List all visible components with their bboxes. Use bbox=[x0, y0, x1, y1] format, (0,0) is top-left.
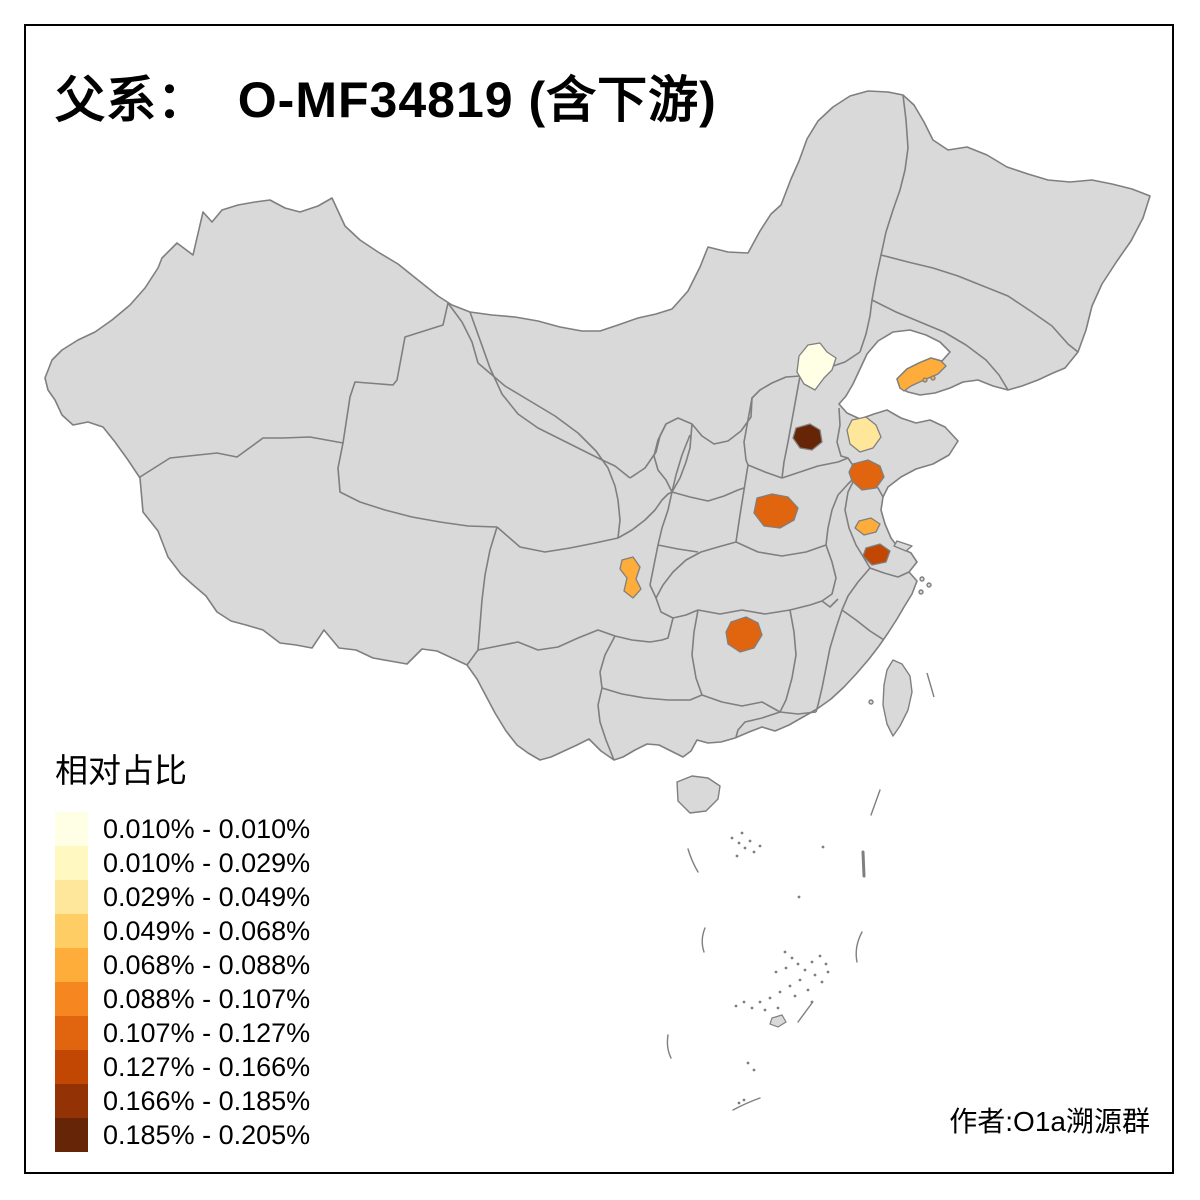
highlighted-region-liaodong-islet bbox=[922, 377, 928, 383]
legend-swatch bbox=[55, 1050, 88, 1084]
legend-rows: 0.010% - 0.010% 0.010% - 0.029% 0.029% -… bbox=[55, 812, 310, 1152]
legend-item: 0.107% - 0.127% bbox=[55, 1016, 310, 1050]
legend-item: 0.010% - 0.010% bbox=[55, 812, 310, 846]
highlighted-region-central-hunan bbox=[725, 616, 763, 653]
legend-swatch bbox=[55, 846, 88, 880]
legend-label: 0.010% - 0.010% bbox=[103, 814, 311, 844]
highlighted-regions bbox=[619, 342, 947, 653]
legend-item: 0.127% - 0.166% bbox=[55, 1050, 310, 1084]
highlighted-region-beijing bbox=[796, 342, 837, 391]
legend-swatch bbox=[55, 1016, 88, 1050]
highlighted-region-south-jiangsu bbox=[862, 543, 891, 566]
islet-dots bbox=[730, 831, 830, 1105]
legend-swatch bbox=[55, 914, 88, 948]
legend-swatch bbox=[55, 948, 88, 982]
legend-label: 0.029% - 0.049% bbox=[103, 882, 311, 912]
china-landmass bbox=[44, 90, 1151, 761]
legend-item: 0.068% - 0.088% bbox=[55, 948, 310, 982]
legend-swatch bbox=[55, 1084, 88, 1118]
legend-swatch bbox=[55, 812, 88, 846]
legend-item: 0.166% - 0.185% bbox=[55, 1084, 310, 1118]
highlighted-region-east-sichuan bbox=[619, 556, 642, 599]
legend-label: 0.088% - 0.107% bbox=[103, 984, 311, 1014]
highlighted-region-liaodong-islet bbox=[930, 375, 936, 381]
highlighted-region-central-jiangsu bbox=[854, 517, 881, 536]
legend-item: 0.029% - 0.049% bbox=[55, 880, 310, 914]
island-zhoushan bbox=[918, 589, 924, 595]
south-china-sea-islets bbox=[666, 789, 881, 1111]
legend-label: 0.127% - 0.166% bbox=[103, 1052, 311, 1082]
attribution-text: 作者:O1a溯源群 bbox=[949, 1106, 1150, 1137]
islet-blob bbox=[769, 1014, 787, 1028]
legend-swatch bbox=[55, 982, 88, 1016]
legend-swatch bbox=[55, 1118, 88, 1152]
highlighted-region-central-henan bbox=[753, 493, 799, 529]
legend-item: 0.185% - 0.205% bbox=[55, 1118, 310, 1152]
legend-item: 0.049% - 0.068% bbox=[55, 914, 310, 948]
legend-title: 相对占比 bbox=[55, 752, 187, 789]
legend-label: 0.049% - 0.068% bbox=[103, 916, 311, 946]
legend-label: 0.107% - 0.127% bbox=[103, 1018, 311, 1048]
legend: 相对占比 0.010% - 0.010% 0.010% - 0.029% 0.0… bbox=[55, 744, 310, 1152]
island-zhoushan bbox=[926, 582, 932, 588]
page-title: 父系： O-MF34819 (含下游) bbox=[55, 72, 717, 128]
highlighted-region-south-hebei bbox=[792, 423, 823, 451]
islet-chain-line bbox=[926, 672, 935, 698]
legend-label: 0.185% - 0.205% bbox=[103, 1120, 311, 1150]
legend-item: 0.010% - 0.029% bbox=[55, 846, 310, 880]
province-borders bbox=[139, 94, 1079, 761]
highlighted-region-west-shandong bbox=[846, 416, 882, 453]
island-hainan bbox=[676, 775, 721, 814]
island-penghu bbox=[868, 699, 874, 705]
legend-label: 0.166% - 0.185% bbox=[103, 1086, 311, 1116]
island-zhoushan bbox=[919, 576, 925, 582]
highlighted-region-liaodong bbox=[896, 357, 947, 392]
legend-swatch bbox=[55, 880, 88, 914]
legend-item: 0.088% - 0.107% bbox=[55, 982, 310, 1016]
island-taiwan bbox=[882, 659, 913, 737]
highlighted-region-north-jiangsu bbox=[848, 459, 885, 491]
islands bbox=[676, 540, 935, 814]
island-chongming bbox=[893, 540, 913, 552]
legend-label: 0.010% - 0.029% bbox=[103, 848, 311, 878]
legend-label: 0.068% - 0.088% bbox=[103, 950, 311, 980]
